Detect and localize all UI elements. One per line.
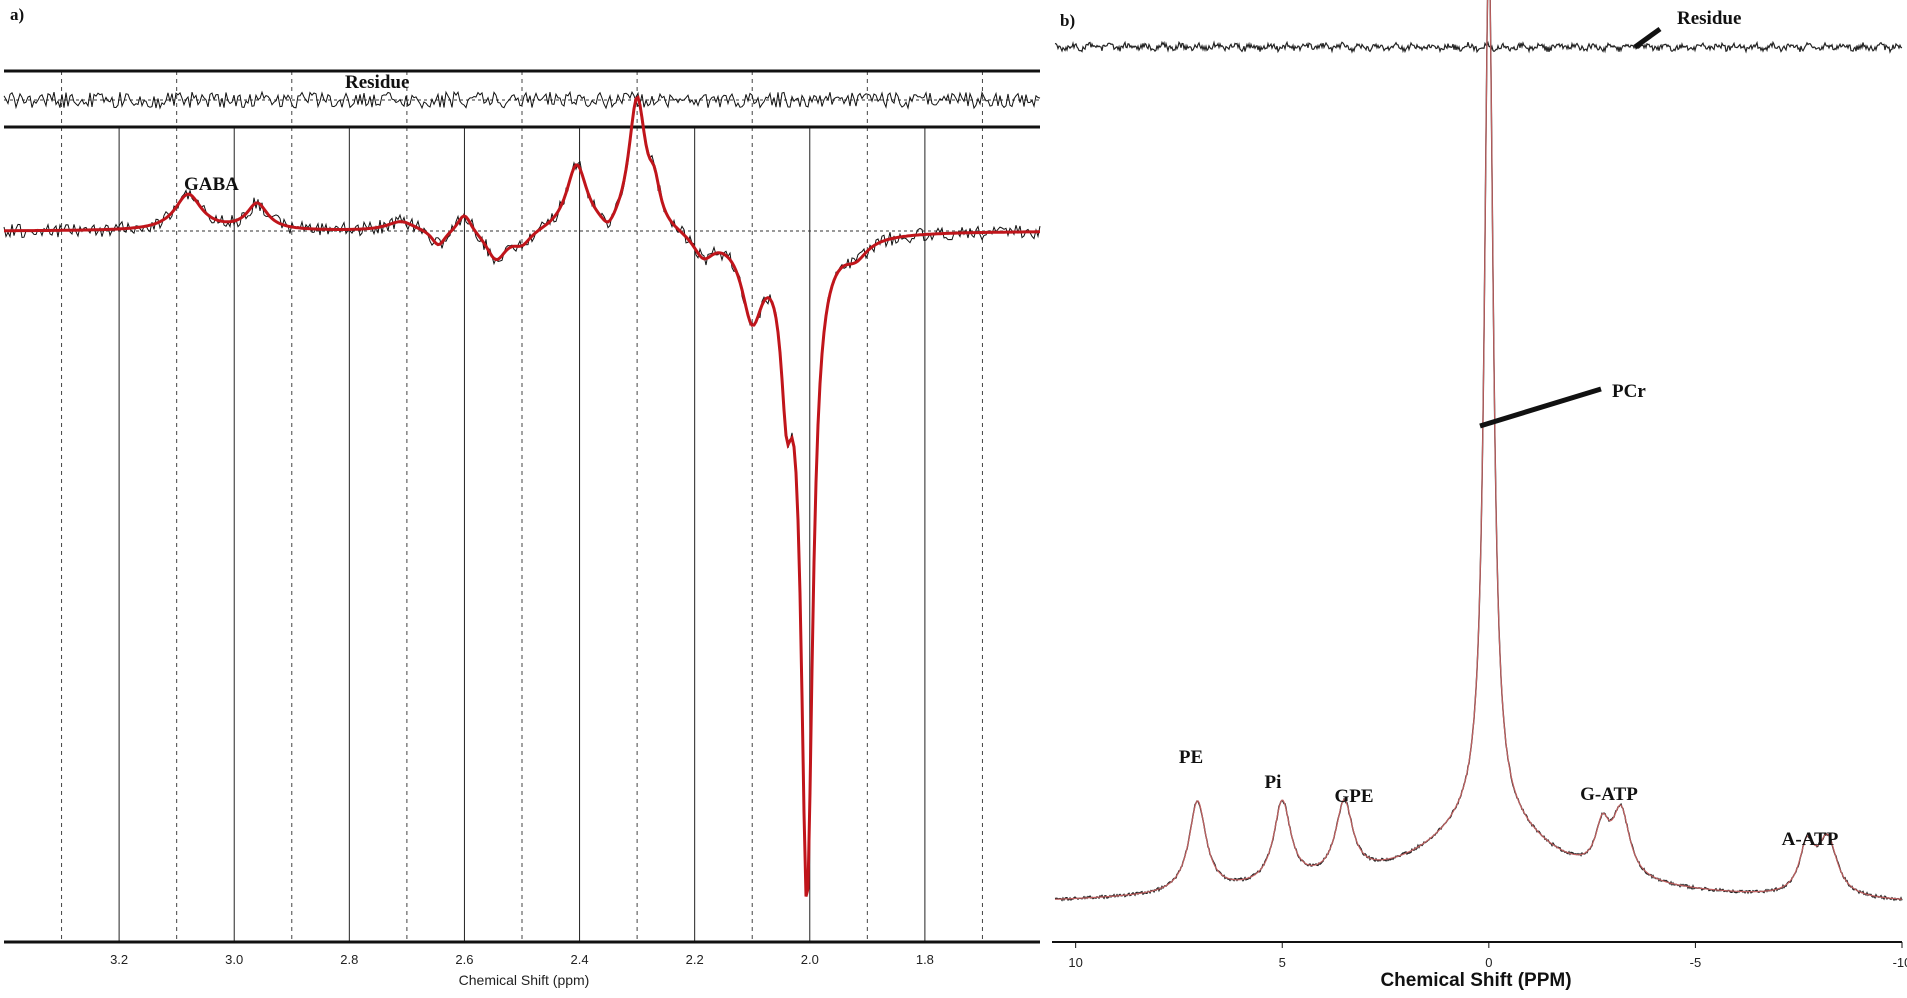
panel-a-residue-label: Residue <box>345 72 409 93</box>
panel-a-residue-trace <box>3 90 1041 110</box>
panel-b-label-gpe: GPE <box>1334 786 1373 807</box>
panel-a-x-axis-label: Chemical Shift (ppm) <box>459 972 590 988</box>
panel-a-tick-label: 2.0 <box>801 952 819 967</box>
panel-a-tick-label: 2.2 <box>686 952 704 967</box>
panel-b-residue-trace <box>1054 40 1903 54</box>
panel-b-label-pcr: PCr <box>1612 381 1646 402</box>
panel-a-tick-label: 3.2 <box>110 952 128 967</box>
panel-a-tick-label: 2.6 <box>455 952 473 967</box>
panel-a-x-ticks: 3.2 3.0 2.8 2.6 2.4 2.2 2.0 1.8 <box>110 952 934 967</box>
panel-b-label-pe: PE <box>1179 747 1203 768</box>
panel-b: b) Residue PCr PE Pi GPE G-ATP A-ATP 10 5 0 -5 -10… <box>1052 0 1907 991</box>
panel-b-pcr-pointer <box>1479 386 1602 429</box>
panel-b-label-a-atp: A-ATP <box>1782 829 1839 850</box>
panel-b-tick-label: -10 <box>1893 955 1907 970</box>
panel-b-x-ticks: 10 5 0 -5 -10 <box>1068 942 1907 970</box>
panel-b-label: b) <box>1060 11 1075 30</box>
panel-a-gaba-label: GABA <box>184 174 239 195</box>
panel-a-tick-label: 2.8 <box>340 952 358 967</box>
panel-a: a) Residue GABA 3.2 3.0 2.8 2.6 2.4 2.2 2.0 1.8… <box>3 5 1041 988</box>
panel-b-label-pi: Pi <box>1265 772 1282 793</box>
panel-a-gridlines <box>61 71 983 942</box>
panel-b-tick-label: 10 <box>1068 955 1082 970</box>
panel-b-label-g-atp: G-ATP <box>1580 784 1638 805</box>
panel-b-x-axis-label: Chemical Shift (PPM) <box>1380 970 1571 991</box>
panel-b-peak-labels: Residue PCr PE Pi GPE G-ATP A-ATP <box>1179 8 1839 850</box>
panel-b-label-residue: Residue <box>1677 8 1741 29</box>
panel-b-tick-label: -5 <box>1690 955 1702 970</box>
panel-a-tick-label: 1.8 <box>916 952 934 967</box>
panel-a-tick-label: 3.0 <box>225 952 243 967</box>
panel-a-label: a) <box>10 5 24 24</box>
panel-a-tick-label: 2.4 <box>571 952 589 967</box>
panel-b-tick-label: 0 <box>1485 955 1492 970</box>
panel-b-tick-label: 5 <box>1279 955 1286 970</box>
panel-b-residue-pointer <box>1633 26 1662 50</box>
panel-b-fit-trace <box>1055 0 1903 900</box>
panel-a-fit-trace <box>4 95 1040 897</box>
